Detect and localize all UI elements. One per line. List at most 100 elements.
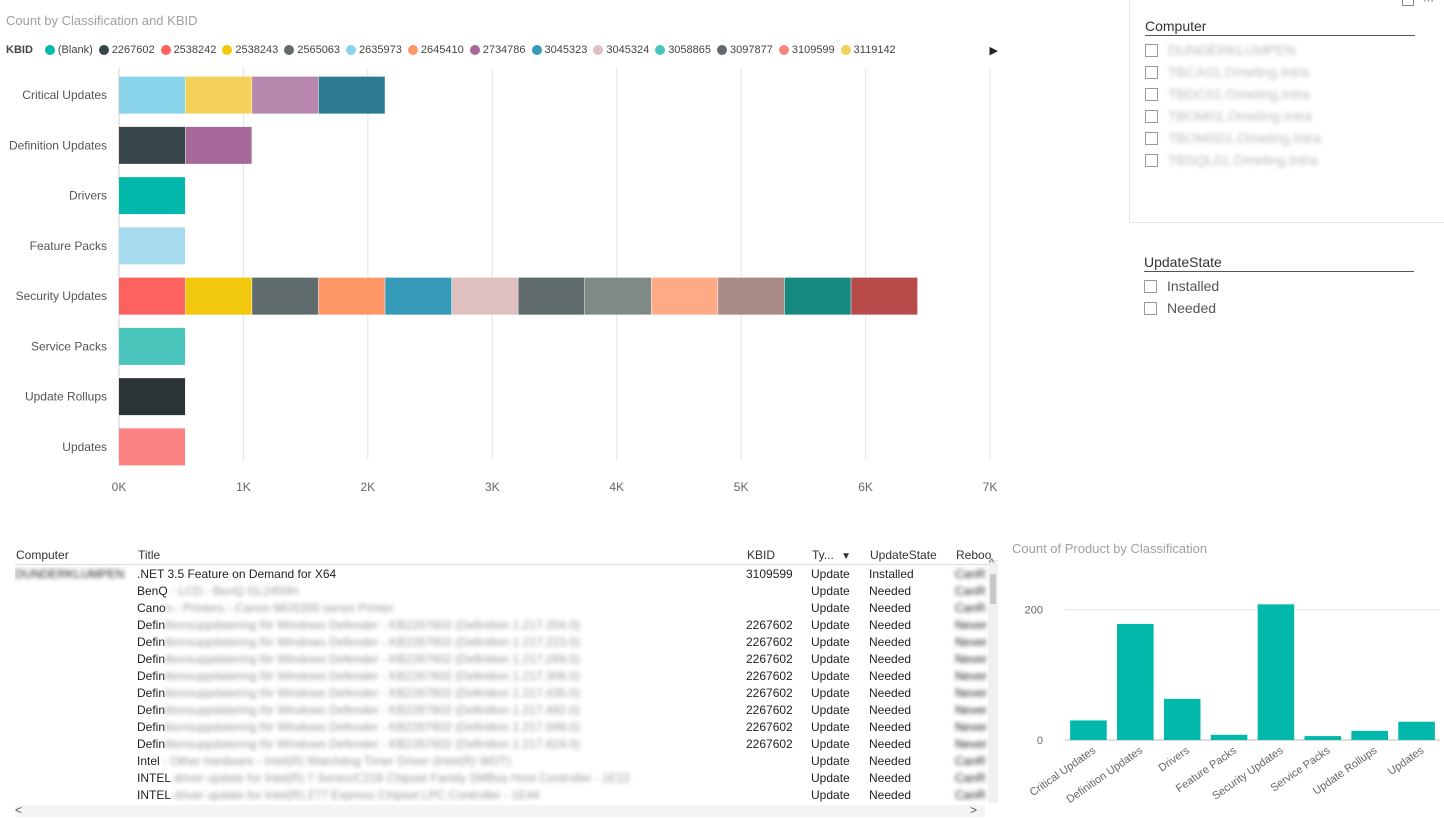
column-bar[interactable] bbox=[1398, 721, 1435, 740]
cell-kbid bbox=[746, 599, 811, 616]
slicer-option[interactable]: TBOMS01.Omeling.Intra bbox=[1145, 127, 1321, 149]
legend-item[interactable]: 3119142 bbox=[840, 44, 896, 56]
table-row[interactable]: Definitionsuppdatering för Windows Defen… bbox=[15, 633, 995, 650]
bar-segment[interactable] bbox=[318, 277, 385, 315]
table-row[interactable]: INTEL driver update for Intel(R) Z77 Exp… bbox=[15, 786, 995, 803]
bar-segment[interactable] bbox=[252, 277, 319, 315]
scroll-up-icon[interactable]: ^ bbox=[989, 557, 995, 569]
column-bar[interactable] bbox=[1304, 736, 1342, 740]
checkbox-icon[interactable] bbox=[1144, 279, 1157, 293]
bar-segment[interactable] bbox=[185, 76, 252, 114]
col-header-title[interactable]: Title bbox=[137, 545, 746, 565]
bar-segment[interactable] bbox=[119, 126, 186, 164]
table-row[interactable]: Definitionsuppdatering för Windows Defen… bbox=[15, 684, 995, 701]
legend-item[interactable]: 3097877 bbox=[717, 44, 773, 56]
legend-item[interactable]: 3045324 bbox=[593, 44, 649, 56]
bar-segment[interactable] bbox=[119, 378, 186, 416]
bar-segment[interactable] bbox=[651, 277, 718, 315]
bar-segment[interactable] bbox=[784, 277, 851, 315]
checkbox-icon[interactable] bbox=[1145, 131, 1158, 145]
table-row[interactable]: Canon - Printers - Canon MG5300 series P… bbox=[15, 599, 995, 616]
table-row[interactable]: Definitionsuppdatering för Windows Defen… bbox=[15, 667, 995, 684]
column-bar[interactable] bbox=[1163, 698, 1201, 740]
table-row[interactable]: DUNDERKLUMPEN .NET 3.5 Feature on Demand … bbox=[15, 565, 995, 583]
bar-segment[interactable] bbox=[185, 277, 252, 315]
slicer-option[interactable]: TBOM01.Omeling.Intra bbox=[1145, 105, 1321, 127]
legend-item[interactable]: 3045323 bbox=[531, 44, 587, 56]
checkbox-icon[interactable] bbox=[1145, 109, 1158, 123]
table-row[interactable]: Intel - Other hardware - Intel(R) Watchd… bbox=[15, 752, 995, 769]
slicer-option[interactable]: TBSQL01.Omeling.Intra bbox=[1145, 149, 1321, 171]
table-row[interactable]: Definitionsuppdatering för Windows Defen… bbox=[15, 735, 995, 752]
table-row[interactable]: Definitionsuppdatering för Windows Defen… bbox=[15, 650, 995, 667]
slicer-more-icon[interactable]: ⋯ bbox=[1423, 0, 1434, 7]
bar-segment[interactable] bbox=[119, 327, 186, 365]
cell-reboot: CanR bbox=[955, 566, 986, 581]
bar-segment[interactable] bbox=[119, 428, 186, 466]
bar-segment[interactable] bbox=[185, 126, 252, 164]
scroll-right-icon[interactable]: > bbox=[969, 803, 977, 817]
bar-segment[interactable] bbox=[451, 277, 518, 315]
legend-item[interactable]: 3109599 bbox=[778, 44, 835, 56]
legend-item[interactable]: (Blank) bbox=[44, 44, 93, 56]
slicer-focus-icon[interactable] bbox=[1402, 0, 1414, 6]
bar-segment[interactable] bbox=[119, 76, 186, 114]
scroll-left-icon[interactable]: < bbox=[15, 803, 23, 817]
checkbox-icon[interactable] bbox=[1145, 43, 1158, 57]
vertical-scroll-thumb[interactable] bbox=[990, 574, 996, 604]
slicer-option[interactable]: Needed bbox=[1144, 297, 1219, 319]
table-horizontal-scrollbar[interactable]: < > bbox=[15, 803, 985, 817]
bar-segment[interactable] bbox=[119, 177, 186, 215]
column-bar[interactable] bbox=[1210, 734, 1248, 740]
col-header-computer[interactable]: Computer bbox=[15, 545, 137, 565]
sort-desc-icon[interactable]: ▼ bbox=[841, 550, 852, 562]
col-header-kbid[interactable]: KBID bbox=[746, 545, 811, 565]
col-header-reboot[interactable]: Reboo bbox=[955, 545, 995, 565]
cell-computer bbox=[15, 633, 137, 650]
column-bar[interactable] bbox=[1257, 604, 1295, 740]
legend-item[interactable]: 2734786 bbox=[469, 44, 526, 56]
slicer-option-label: TBCA01.Omeling.Intra bbox=[1168, 64, 1309, 80]
bar-segment[interactable] bbox=[584, 277, 652, 315]
legend-item[interactable]: 2538243 bbox=[222, 44, 278, 56]
legend-item[interactable]: 2645410 bbox=[407, 44, 464, 56]
col-header-updatestate[interactable]: UpdateState bbox=[869, 545, 955, 565]
legend-dot-icon bbox=[840, 45, 851, 55]
checkbox-icon[interactable] bbox=[1145, 65, 1158, 79]
bar-segment[interactable] bbox=[119, 277, 186, 315]
table-vertical-scrollbar[interactable]: ^ bbox=[988, 557, 998, 803]
column-bar[interactable] bbox=[1070, 720, 1107, 740]
table-row[interactable]: Definitionsuppdatering för Windows Defen… bbox=[15, 616, 995, 633]
bar-segment[interactable] bbox=[851, 277, 918, 315]
legend-item[interactable]: 2267602 bbox=[98, 44, 155, 56]
y-category-label: Feature Packs bbox=[30, 239, 107, 253]
bar-segment[interactable] bbox=[318, 76, 385, 114]
cell-reboot: Never bbox=[955, 668, 988, 683]
legend-item[interactable]: 2565063 bbox=[284, 44, 340, 56]
checkbox-icon[interactable] bbox=[1145, 153, 1158, 167]
table-row[interactable]: Definitionsuppdatering för Windows Defen… bbox=[15, 701, 995, 718]
bar-segment[interactable] bbox=[252, 76, 319, 114]
legend-next-arrow-icon[interactable]: ▶ bbox=[989, 44, 998, 57]
column-bar[interactable] bbox=[1117, 623, 1154, 740]
column-bar[interactable] bbox=[1351, 730, 1388, 740]
slicer-option[interactable]: Installed bbox=[1144, 275, 1219, 297]
legend-item[interactable]: 3058865 bbox=[655, 44, 711, 56]
bar-segment[interactable] bbox=[119, 227, 186, 265]
slicer-option[interactable]: TBDC01.Omeling.Intra bbox=[1145, 83, 1321, 105]
bar-segment[interactable] bbox=[718, 277, 785, 315]
bar-segment[interactable] bbox=[518, 277, 585, 315]
legend-item[interactable]: 2538242 bbox=[160, 44, 216, 56]
cell-updatestate: Needed bbox=[869, 719, 912, 734]
table-row[interactable]: BenQ - LCD - BenQ GL2450H Update Needed Can… bbox=[15, 582, 995, 599]
checkbox-icon[interactable] bbox=[1144, 301, 1157, 315]
slicer-option[interactable]: TBCA01.Omeling.Intra bbox=[1145, 61, 1321, 83]
table-row[interactable]: Definitionsuppdatering för Windows Defen… bbox=[15, 718, 995, 735]
table-row[interactable]: INTEL driver update for Intel(R) 7 Serie… bbox=[15, 769, 995, 786]
legend-item[interactable]: 2635973 bbox=[346, 44, 402, 56]
col-header-type[interactable]: Ty... ▼ bbox=[811, 545, 869, 565]
bar-segment[interactable] bbox=[385, 277, 452, 315]
slicer-option[interactable]: DUNDERKLUMPEN bbox=[1145, 39, 1321, 61]
cell-title-visible: Defin bbox=[137, 719, 166, 734]
checkbox-icon[interactable] bbox=[1145, 87, 1158, 101]
